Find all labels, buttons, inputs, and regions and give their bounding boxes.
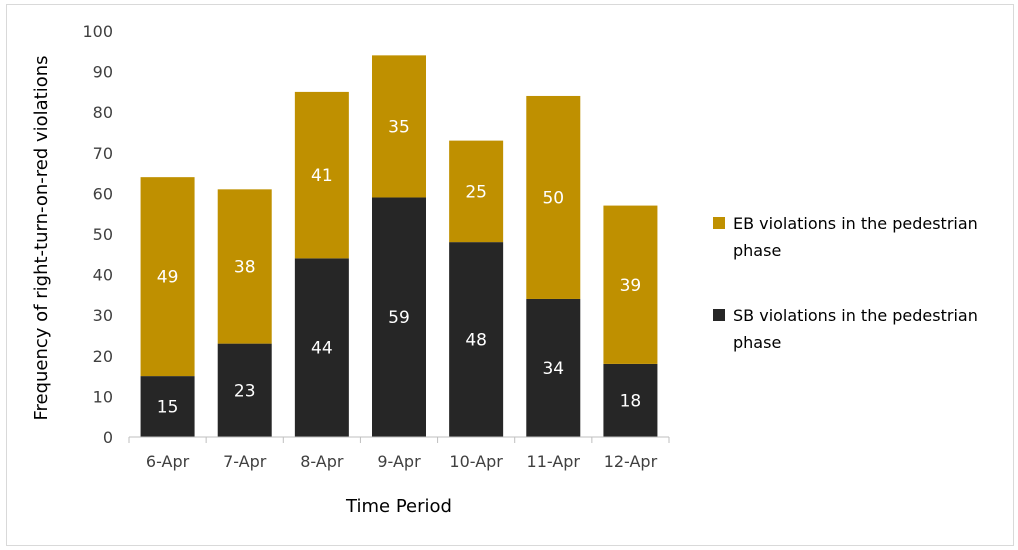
bar-segment <box>449 242 504 437</box>
data-label: 39 <box>620 276 642 296</box>
bar-segment <box>449 140 504 243</box>
data-label: 48 <box>465 331 487 351</box>
y-tick-label: 80 <box>93 103 113 122</box>
legend-label: EB violations in the pedestrian <box>733 214 978 233</box>
bar-segment <box>526 298 581 437</box>
legend-label: phase <box>733 333 781 352</box>
x-tick-label: 8-Apr <box>300 452 344 471</box>
y-axis-ticks: 0 10 20 30 40 50 60 70 80 90 100 <box>82 22 113 447</box>
data-label: 44 <box>311 339 333 359</box>
y-tick-label: 90 <box>93 63 113 82</box>
bar-segment <box>294 258 349 437</box>
x-axis-ticks: 6-Apr 7-Apr 8-Apr 9-Apr 10-Apr 11-Apr 12-Apr <box>128 437 670 471</box>
y-tick-label: 30 <box>93 306 113 325</box>
y-tick-label: 40 <box>93 266 113 285</box>
data-label: 23 <box>234 381 256 401</box>
bars <box>140 55 658 437</box>
bar-segment <box>294 91 349 259</box>
data-label: 49 <box>157 268 179 288</box>
y-tick-label: 60 <box>93 184 113 203</box>
y-tick-label: 20 <box>93 347 113 366</box>
data-label: 34 <box>542 359 564 379</box>
data-label: 15 <box>157 398 179 418</box>
x-tick-label: 12-Apr <box>604 452 658 471</box>
x-tick-label: 11-Apr <box>527 452 581 471</box>
data-label: 25 <box>465 182 487 202</box>
bar-segment <box>372 55 426 198</box>
data-label: 59 <box>388 308 410 328</box>
bar-segment <box>217 343 272 437</box>
data-label: 50 <box>542 188 564 208</box>
data-label: 35 <box>388 117 410 137</box>
y-axis-title: Frequency of right-turn-on-red violation… <box>31 55 52 420</box>
y-tick-label: 70 <box>93 144 113 163</box>
bar-segment <box>140 177 195 377</box>
legend-swatch <box>713 217 725 229</box>
legend-label: phase <box>733 241 781 260</box>
bar-segment <box>526 95 581 299</box>
data-label: 18 <box>620 391 642 411</box>
bar-segment <box>217 189 272 344</box>
legend-swatch <box>713 309 725 321</box>
bar-segment <box>140 376 195 437</box>
bar-segment <box>603 205 658 364</box>
data-labels: 15 49 23 38 44 41 59 35 48 25 34 50 18 39 <box>157 117 641 417</box>
bar-segment <box>603 363 658 437</box>
legend: EB violations in the pedestrian phase SB v… <box>713 214 978 352</box>
chart-frame: 0 10 20 30 40 50 60 70 80 90 100 15 49 23 38 44 41 59 35 4… <box>6 4 1014 546</box>
legend-label: SB violations in the pedestrian <box>733 306 978 325</box>
y-tick-label: 10 <box>93 387 113 406</box>
bar-segment <box>372 197 426 437</box>
x-tick-label: 7-Apr <box>223 452 267 471</box>
y-tick-label: 50 <box>93 225 113 244</box>
x-tick-label: 10-Apr <box>449 452 503 471</box>
x-tick-label: 9-Apr <box>377 452 421 471</box>
data-label: 41 <box>311 166 333 186</box>
data-label: 38 <box>234 257 256 277</box>
x-tick-label: 6-Apr <box>146 452 190 471</box>
y-tick-label: 100 <box>82 22 113 41</box>
y-tick-label: 0 <box>103 428 113 447</box>
x-axis-title: Time Period <box>345 496 452 517</box>
stacked-bar-chart: 0 10 20 30 40 50 60 70 80 90 100 15 49 23 38 44 41 59 35 4… <box>31 22 978 517</box>
